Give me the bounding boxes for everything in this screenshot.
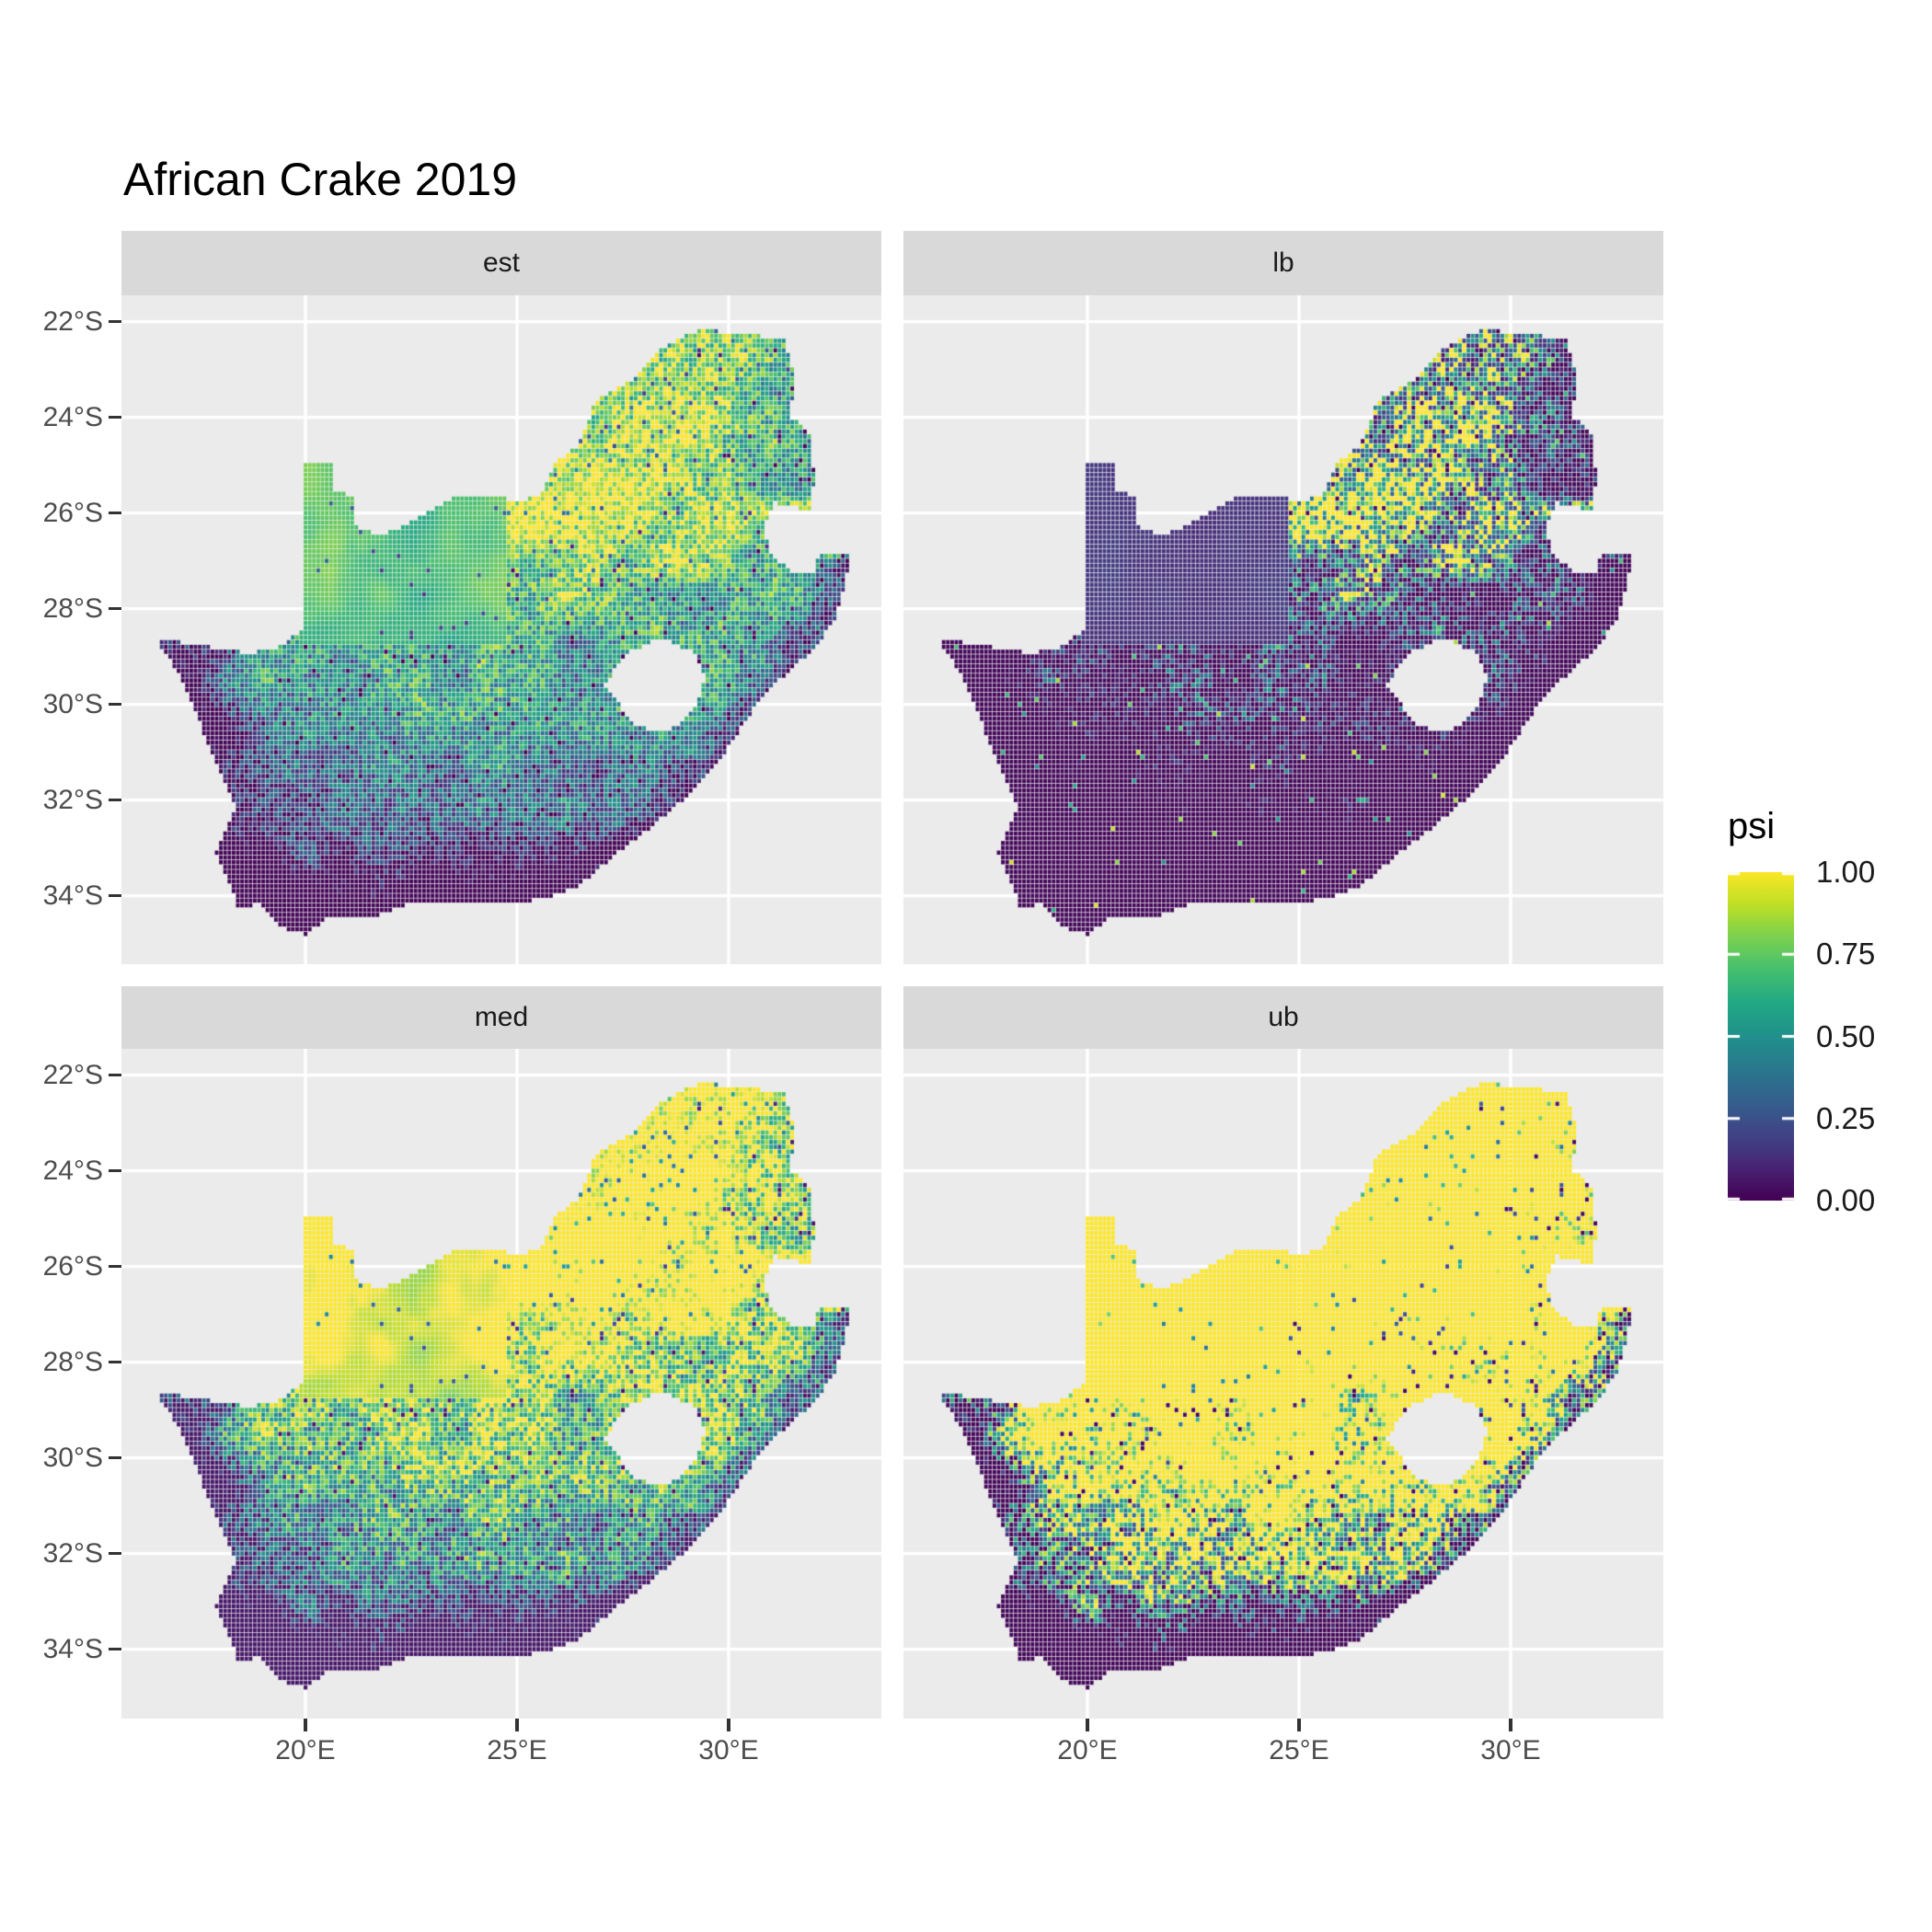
- x-axis-label: 20°E: [1057, 1735, 1118, 1765]
- x-axis-label: 25°E: [1269, 1735, 1329, 1765]
- map-panel-est: [121, 295, 881, 964]
- facet-strip-lb: lb: [903, 231, 1663, 295]
- legend-title: psi: [1728, 806, 1776, 846]
- y-axis-label: 28°S: [42, 1346, 103, 1377]
- map-panel-med: [121, 1049, 881, 1719]
- y-tick-mark: [109, 1455, 121, 1460]
- y-axis-label: 26°S: [42, 1250, 103, 1282]
- plot-title: African Crake 2019: [123, 154, 518, 205]
- y-axis-label: 22°S: [42, 305, 103, 337]
- y-tick-mark: [109, 415, 121, 420]
- y-tick-mark: [109, 702, 121, 707]
- x-tick-mark: [1509, 1719, 1512, 1731]
- x-axis-label: 30°E: [698, 1735, 759, 1765]
- legend-tick-label: 0.75: [1816, 937, 1876, 972]
- y-axis-label: 30°S: [42, 688, 103, 719]
- y-axis-label: 32°S: [42, 1537, 103, 1569]
- y-axis-label: 28°S: [42, 592, 103, 624]
- y-tick-mark: [109, 1073, 121, 1077]
- y-tick-mark: [109, 1264, 121, 1269]
- y-tick-mark: [109, 1360, 121, 1364]
- facet-strip-ub: ub: [903, 986, 1663, 1049]
- y-tick-mark: [109, 893, 121, 898]
- map-panel-ub: [903, 1049, 1663, 1719]
- x-axis-label: 30°E: [1480, 1735, 1541, 1765]
- legend-tick-label: 0.25: [1816, 1100, 1876, 1135]
- map-panel-lb: [903, 295, 1663, 964]
- facet-strip-est: est: [121, 231, 881, 295]
- x-axis-label: 20°E: [275, 1735, 336, 1765]
- y-axis-label: 34°S: [42, 880, 103, 911]
- legend-colorbar: [1728, 872, 1794, 1201]
- y-tick-mark: [109, 606, 121, 611]
- y-axis-label: 34°S: [42, 1633, 103, 1664]
- y-axis-label: 24°S: [42, 1155, 103, 1186]
- y-tick-mark: [109, 511, 121, 515]
- x-tick-mark: [1086, 1719, 1089, 1731]
- y-tick-mark: [109, 798, 121, 802]
- x-axis-label: 25°E: [487, 1735, 547, 1765]
- y-axis-label: 24°S: [42, 401, 103, 432]
- x-tick-mark: [304, 1719, 307, 1731]
- legend-tick-label: 1.00: [1816, 855, 1876, 889]
- y-axis-label: 22°S: [42, 1059, 103, 1090]
- facet-strip-med: med: [121, 986, 881, 1049]
- y-tick-mark: [109, 1647, 121, 1651]
- y-tick-mark: [109, 319, 121, 324]
- x-tick-mark: [515, 1719, 519, 1731]
- y-axis-label: 30°S: [42, 1442, 103, 1473]
- y-tick-mark: [109, 1551, 121, 1556]
- y-axis-label: 32°S: [42, 784, 103, 815]
- y-axis-label: 26°S: [42, 497, 103, 528]
- x-tick-mark: [727, 1719, 730, 1731]
- legend-tick-label: 0.00: [1816, 1183, 1876, 1217]
- legend-tick-label: 0.50: [1816, 1018, 1876, 1053]
- y-tick-mark: [109, 1168, 121, 1173]
- x-tick-mark: [1297, 1719, 1301, 1731]
